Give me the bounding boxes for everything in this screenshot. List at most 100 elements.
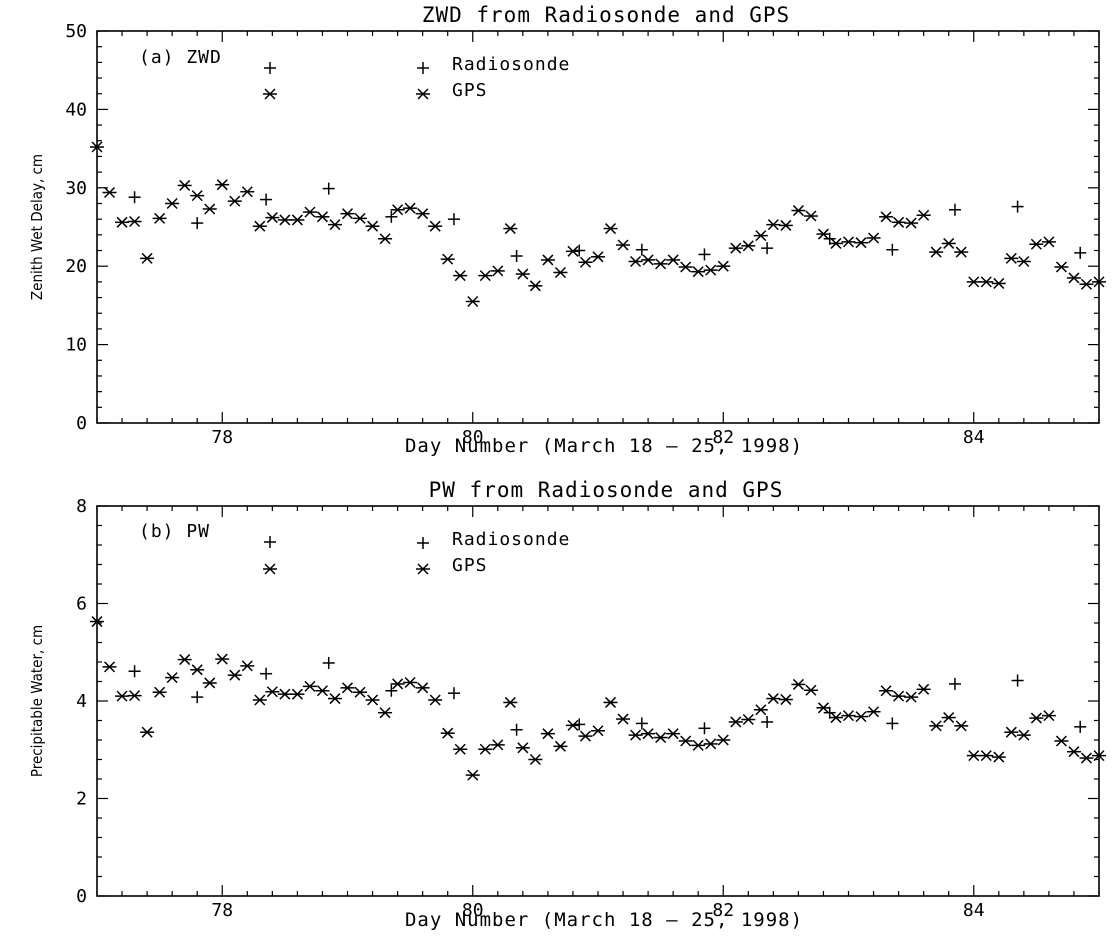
data-points-pw [90, 536, 1106, 781]
data-point-gps [465, 769, 480, 781]
data-point-gps [603, 696, 618, 708]
y-axis-label-zwd: Zenith Wet Delay, cm [28, 154, 46, 300]
y-tick-label: 30 [65, 178, 87, 199]
data-point-gps [277, 214, 292, 226]
data-point-gps [315, 211, 330, 223]
data-point-gps [979, 276, 994, 288]
x-tick-label: 78 [211, 900, 233, 921]
data-point-gps [578, 730, 593, 742]
data-point-gps [565, 719, 580, 731]
data-point-gps [1016, 729, 1031, 741]
data-point-gps [778, 219, 793, 231]
data-point-gps [741, 713, 756, 726]
data-point-gps [703, 738, 718, 750]
example-marker-gps [263, 88, 277, 100]
data-point-radiosonde [510, 723, 523, 736]
data-point-gps [703, 264, 718, 276]
data-point-gps [365, 220, 380, 232]
data-point-gps [428, 220, 443, 232]
data-point-gps [628, 255, 643, 268]
data-point-gps [415, 682, 430, 694]
data-point-gps [302, 680, 317, 692]
data-point-gps [841, 236, 856, 248]
data-point-gps [803, 210, 818, 222]
data-point-gps [828, 712, 843, 724]
y-tick-label: 50 [65, 21, 87, 42]
data-point-gps [766, 219, 781, 231]
data-point-radiosonde [635, 243, 648, 256]
data-point-gps [290, 688, 305, 700]
y-tick-label: 2 [76, 789, 87, 810]
data-point-gps [90, 141, 104, 153]
x-tick-label: 82 [712, 427, 734, 448]
data-point-gps [227, 195, 242, 207]
data-point-gps [265, 212, 280, 224]
panel-label-pw: (b) PW [139, 521, 210, 542]
data-point-gps [628, 729, 643, 741]
data-point-gps [1004, 726, 1019, 738]
data-point-gps [816, 702, 831, 714]
y-tick-label: 20 [65, 256, 87, 277]
data-point-radiosonde [635, 717, 648, 730]
data-point-gps [641, 254, 656, 266]
example-marker-radiosonde [264, 536, 276, 548]
legend-zwd: Radiosonde GPS [416, 54, 569, 101]
x-axis-label-pw: Day Number (March 18 – 25, 1998) [405, 909, 803, 931]
y-tick-label: 40 [65, 99, 87, 120]
data-point-gps [215, 653, 230, 665]
data-point-gps [1054, 735, 1069, 747]
y-axis-label-pw: Precipitable Water, cm [28, 625, 46, 777]
data-point-gps [879, 211, 894, 223]
data-point-gps [478, 270, 493, 282]
x-tick-label: 84 [963, 427, 985, 448]
data-point-gps [340, 208, 355, 220]
data-point-gps [941, 712, 956, 724]
data-point-radiosonde [1074, 246, 1087, 259]
example-marker-radiosonde [264, 62, 276, 74]
data-point-radiosonde [886, 717, 899, 730]
chart-title-pw: PW from Radiosonde and GPS [429, 478, 784, 502]
data-point-gps [916, 683, 931, 695]
data-point-gps [553, 740, 568, 752]
data-point-gps [954, 720, 969, 732]
data-point-gps [728, 242, 743, 254]
legend-marker-radiosonde [417, 537, 429, 549]
data-point-gps [791, 678, 806, 690]
x-tick-label: 78 [211, 427, 233, 448]
data-point-gps [1079, 752, 1094, 764]
data-point-gps [127, 215, 142, 228]
data-point-gps [528, 753, 543, 766]
data-point-gps [528, 280, 543, 292]
data-point-gps [140, 726, 155, 738]
data-point-gps [340, 682, 355, 694]
data-point-gps [929, 246, 944, 258]
chart-title-zwd: ZWD from Radiosonde and GPS [422, 3, 790, 27]
data-point-gps [515, 742, 530, 754]
data-point-gps [365, 694, 380, 706]
data-point-gps [1066, 272, 1081, 284]
data-point-gps [616, 713, 631, 725]
data-point-gps [127, 690, 142, 702]
legend-label-radiosonde-pw: Radiosonde [452, 529, 570, 550]
data-point-gps [390, 678, 405, 690]
legend-marker-radiosonde [417, 62, 429, 74]
data-point-gps [327, 219, 342, 231]
data-point-gps [966, 750, 981, 762]
y-tick-label: 0 [76, 886, 87, 907]
data-point-radiosonde [447, 687, 460, 700]
data-point-gps [954, 246, 969, 258]
data-point-gps [1029, 238, 1044, 250]
y-tick-label: 0 [76, 413, 87, 434]
data-point-gps [678, 261, 693, 273]
data-point-gps [778, 694, 793, 706]
data-point-radiosonde [385, 210, 398, 223]
data-point-gps [378, 707, 393, 719]
data-point-gps [1016, 255, 1031, 268]
data-point-gps [753, 230, 768, 242]
data-point-radiosonde [1011, 200, 1024, 213]
data-point-gps [440, 727, 455, 739]
data-point-gps [190, 664, 205, 676]
data-point-gps [503, 696, 518, 708]
data-point-gps [428, 694, 443, 706]
